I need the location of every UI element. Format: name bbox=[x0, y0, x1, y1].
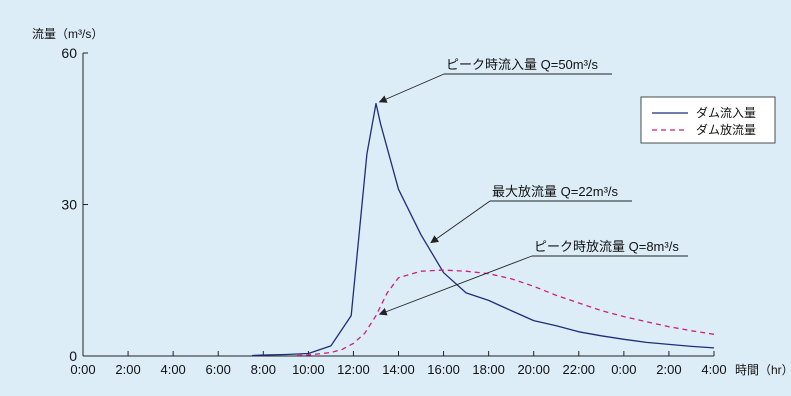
x-tick-label: 2:00 bbox=[656, 362, 681, 377]
x-tick-label: 14:00 bbox=[382, 362, 415, 377]
y-tick-label: 30 bbox=[61, 197, 77, 213]
x-tick-label: 10:00 bbox=[292, 362, 325, 377]
x-tick-label: 20:00 bbox=[517, 362, 550, 377]
x-tick-label: 22:00 bbox=[563, 362, 596, 377]
x-ticks: 0:00 2:00 4:00 6:00 8:00 10:00 12:00 14:00 16:00… bbox=[70, 351, 727, 377]
x-tick-label: 16:00 bbox=[427, 362, 460, 377]
x-tick-label: 12:00 bbox=[337, 362, 370, 377]
series-layer bbox=[251, 102, 715, 357]
annotation-arrow bbox=[430, 200, 491, 244]
y-ticks: 0 30 60 bbox=[61, 45, 88, 364]
x-tick-label: 0:00 bbox=[70, 362, 95, 377]
y-tick-label: 0 bbox=[69, 348, 77, 364]
x-axis-label: 時間（hr） bbox=[735, 363, 791, 377]
x-tick-label: 6:00 bbox=[206, 362, 231, 377]
series-line-outflow bbox=[297, 269, 715, 357]
y-tick-label: 60 bbox=[61, 45, 77, 61]
legend-label-outflow: ダム放流量 bbox=[696, 122, 756, 137]
legend: ダム流入量 ダム放流量 bbox=[640, 96, 776, 144]
x-tick-label: 8:00 bbox=[251, 362, 276, 377]
annotation-arrow bbox=[378, 255, 533, 316]
x-tick-label: 4:00 bbox=[701, 362, 726, 377]
annotations: ピーク時流入量 Q=50m³/s 最大放流量 Q=22m³/s ピーク時放流量 Q=… bbox=[378, 57, 688, 316]
annotation-label: 最大放流量 Q=22m³/s bbox=[492, 184, 619, 199]
annotation-label: ピーク時放流量 Q=8m³/s bbox=[534, 239, 679, 254]
legend-box bbox=[640, 96, 776, 144]
annotation-arrow bbox=[378, 73, 445, 103]
legend-label-inflow: ダム流入量 bbox=[696, 105, 756, 120]
y-axis-label: 流量（m³/s） bbox=[32, 27, 103, 41]
x-tick-label: 2:00 bbox=[115, 362, 140, 377]
series-line-inflow bbox=[251, 102, 715, 357]
x-tick-label: 18:00 bbox=[472, 362, 505, 377]
annotation-label: ピーク時流入量 Q=50m³/s bbox=[446, 57, 599, 72]
x-tick-label: 4:00 bbox=[160, 362, 185, 377]
x-tick-label: 0:00 bbox=[611, 362, 636, 377]
